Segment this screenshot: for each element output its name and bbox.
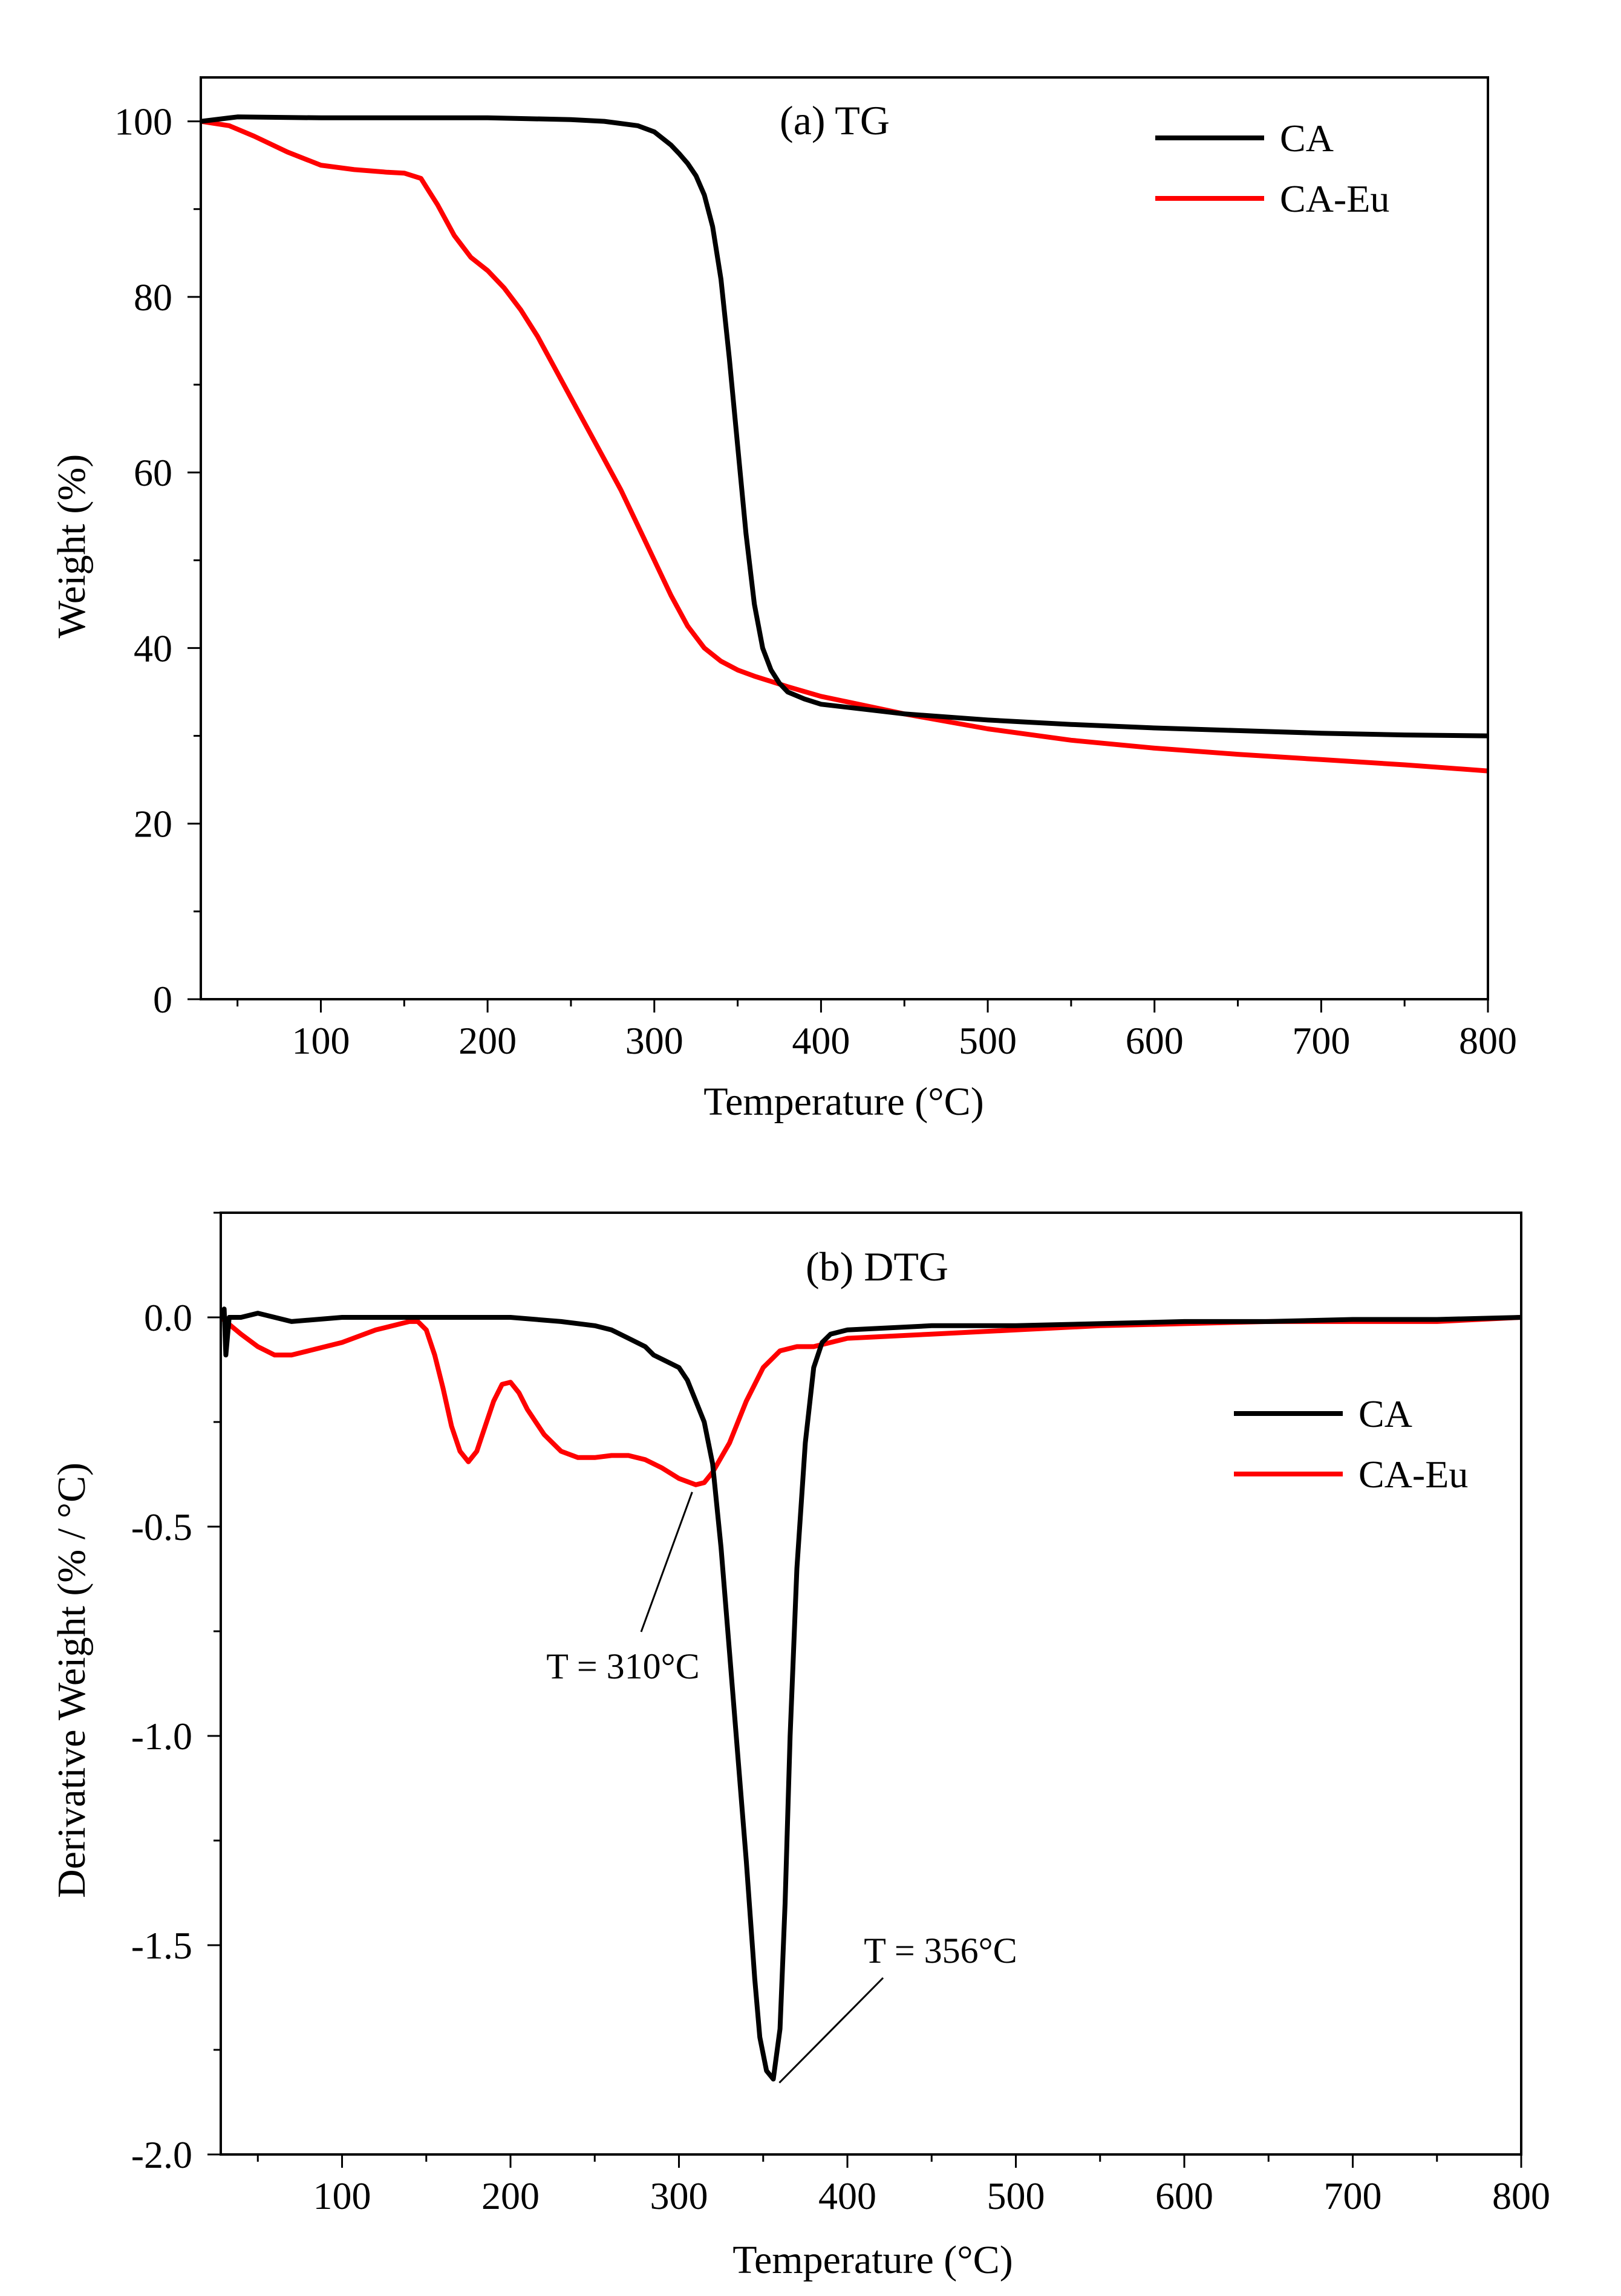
- dtg-plot-frame: [220, 1212, 1522, 2156]
- tg-y-axis-title: Weight (%): [50, 454, 94, 638]
- dtg-annotation-label: T = 310°C: [546, 1646, 699, 1686]
- dtg-x-tick-label: 100: [313, 2174, 371, 2217]
- dtg-x-tick-label: 400: [818, 2174, 876, 2217]
- tg-y-tick-label: 80: [134, 276, 172, 319]
- dtg-legend-label: CA: [1358, 1392, 1412, 1435]
- dtg-y-axis-title: Derivative Weight (% / °C): [50, 1463, 94, 1898]
- tg-x-tick-label: 300: [625, 1019, 683, 1062]
- dtg-y-tick-label: -1.0: [131, 1715, 192, 1758]
- tg-series-ca: [201, 114, 1488, 739]
- tg-plot-frame: [200, 76, 1489, 1000]
- dtg-annotation-leader: [640, 1492, 693, 1632]
- tg-x-tick-label: 200: [458, 1019, 517, 1062]
- dtg-annotation-leader: [778, 1977, 884, 2084]
- tg-x-axis-title: Temperature (°C): [703, 1080, 983, 1124]
- tg-x-tick-label: 100: [292, 1019, 350, 1062]
- dtg-y-tick-label: 0.0: [144, 1296, 192, 1339]
- dtg-series-ca-eu: [221, 1315, 1521, 1487]
- tg-x-tick-label: 400: [792, 1019, 850, 1062]
- tg-y-tick-label: 100: [114, 100, 172, 143]
- dtg-x-tick-label: 600: [1155, 2174, 1213, 2217]
- tg-chart-panel: (a) TG Temperature (°C) Weight (%) 100 20…: [50, 76, 1517, 1124]
- tg-y-tick-label: 60: [134, 451, 172, 494]
- tg-y-tick-label: 0: [153, 978, 172, 1021]
- dtg-y-tick-label: -0.5: [131, 1505, 192, 1548]
- dtg-y-tick-label: -2.0: [131, 2133, 192, 2176]
- tg-chart-title: (a) TG: [780, 97, 890, 143]
- dtg-series-ca: [221, 1306, 1521, 2082]
- dtg-chart-title: (b) DTG: [806, 1244, 948, 1290]
- tg-legend-label: CA: [1280, 117, 1334, 160]
- tg-x-tick-label: 600: [1126, 1019, 1184, 1062]
- dtg-x-tick-label: 500: [987, 2174, 1045, 2217]
- dtg-x-tick-label: 300: [650, 2174, 708, 2217]
- tg-x-tick-label: 500: [959, 1019, 1017, 1062]
- dtg-x-axis-title: Temperature (°C): [732, 2238, 1013, 2282]
- tg-y-tick-label: 20: [134, 803, 172, 846]
- dtg-y-tick-label: -1.5: [131, 1924, 192, 1967]
- dtg-annotation-label: T = 356°C: [864, 1931, 1017, 1971]
- dtg-x-tick-label: 800: [1492, 2174, 1550, 2217]
- dtg-x-tick-label: 200: [481, 2174, 540, 2217]
- tg-x-tick-label: 800: [1459, 1019, 1517, 1062]
- dtg-legend-label: CA-Eu: [1358, 1453, 1468, 1496]
- tg-x-tick-label: 700: [1292, 1019, 1350, 1062]
- tg-y-tick-label: 40: [134, 627, 172, 670]
- tg-legend-label: CA-Eu: [1280, 177, 1389, 220]
- dtg-chart-panel: (b) DTG Temperature (°C) Derivative Weig…: [50, 1212, 1550, 2282]
- dtg-x-tick-label: 700: [1324, 2174, 1382, 2217]
